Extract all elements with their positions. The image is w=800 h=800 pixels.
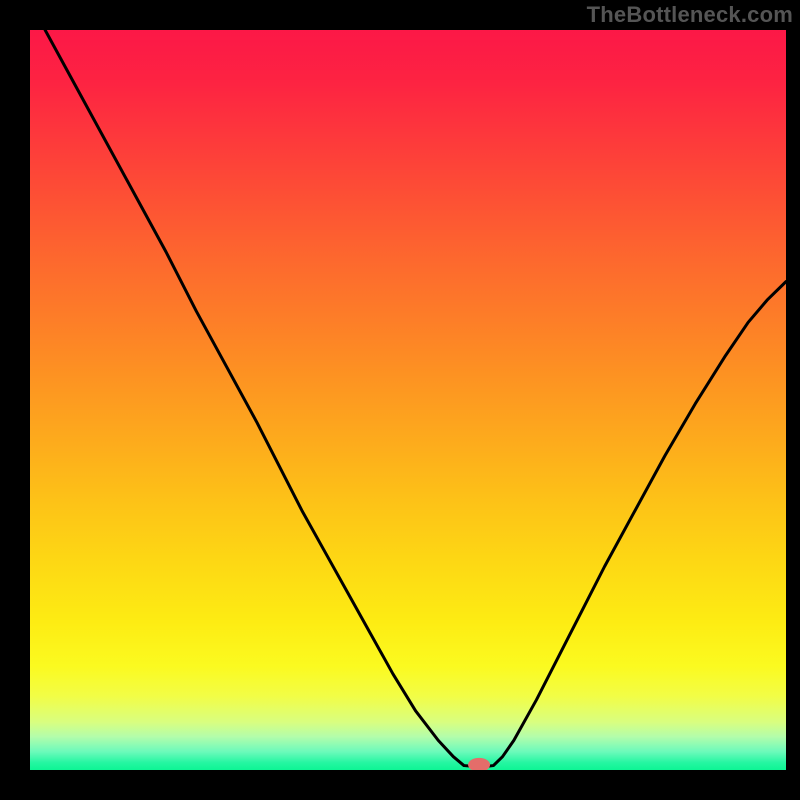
bottleneck-curve-svg bbox=[30, 30, 786, 770]
bottleneck-minimum-marker bbox=[468, 758, 490, 770]
chart-container: TheBottleneck.com bbox=[0, 0, 800, 800]
bottleneck-curve-line bbox=[45, 30, 786, 766]
watermark-label: TheBottleneck.com bbox=[587, 2, 793, 28]
